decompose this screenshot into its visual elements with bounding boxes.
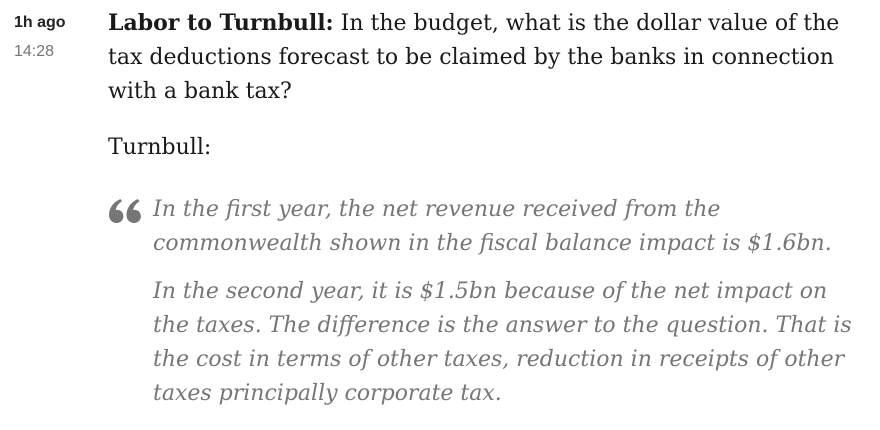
entry-timestamp: 1h ago 14:28 [14, 6, 108, 61]
quote-paragraph: In the first year, the net revenue recei… [153, 197, 832, 256]
quote-block: In the first year, the net revenue recei… [108, 193, 866, 411]
entry-content: Labor to Turnbull: In the budget, what i… [108, 6, 866, 411]
quote-paragraph: In the second year, it is $1.5bn because… [153, 279, 852, 406]
relative-time: 1h ago [14, 14, 66, 31]
live-blog-entry: 1h ago 14:28 Labor to Turnbull: In the b… [14, 6, 866, 411]
question-paragraph: Labor to Turnbull: In the budget, what i… [108, 6, 853, 109]
answer-speaker-label: Turnbull: [108, 135, 212, 160]
question-text: In the budget, what is the dollar value … [108, 11, 840, 104]
question-speaker-label: Labor to Turnbull: [108, 10, 334, 36]
absolute-time: 14:28 [14, 43, 55, 61]
double-quote-icon [108, 199, 141, 223]
